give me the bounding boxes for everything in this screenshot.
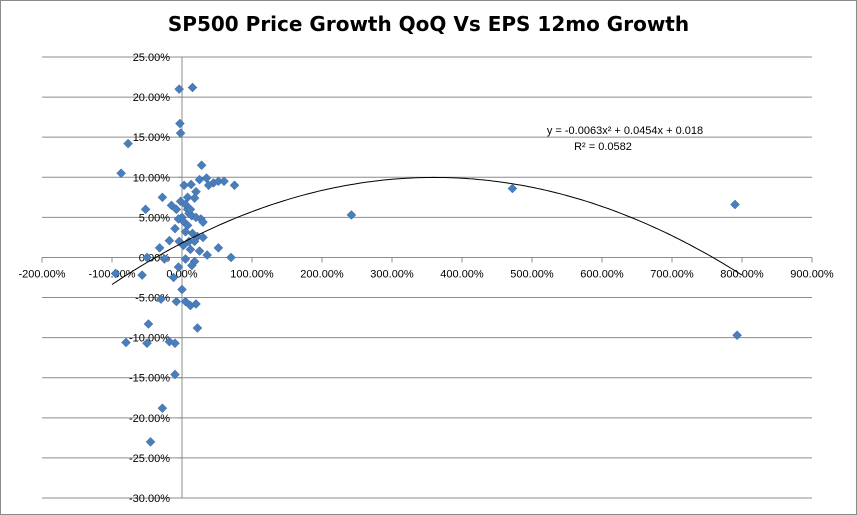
data-point <box>156 294 166 305</box>
x-tick-label: -200.00% <box>18 268 65 280</box>
y-tick-label: 10.00% <box>133 172 171 184</box>
data-point <box>229 180 240 191</box>
x-tick-label: 700.00% <box>650 268 694 280</box>
data-point <box>140 204 151 215</box>
data-point <box>194 174 205 185</box>
data-point <box>346 210 357 220</box>
data-point <box>191 212 201 223</box>
data-point <box>157 192 168 203</box>
data-point <box>203 180 214 191</box>
x-tick-label: 100.00% <box>230 268 274 280</box>
gridlines <box>42 56 812 499</box>
data-point <box>170 369 180 380</box>
x-tick-label: 500.00% <box>510 268 554 280</box>
data-point <box>168 272 179 283</box>
data-point <box>192 323 203 333</box>
data-point <box>186 179 196 190</box>
x-tick-label: 800.00% <box>720 268 764 280</box>
data-point <box>110 268 121 279</box>
x-tick-label: 400.00% <box>440 268 484 280</box>
data-point <box>185 204 196 215</box>
data-point <box>116 168 126 179</box>
y-tick-label: 20.00% <box>133 92 171 104</box>
x-tick-label: 200.00% <box>300 268 344 280</box>
data-point <box>180 226 191 237</box>
x-tick-label: 300.00% <box>370 268 414 280</box>
data-point <box>175 128 186 139</box>
data-point <box>171 296 182 307</box>
data-point <box>175 118 185 129</box>
data-point <box>121 337 131 348</box>
data-point <box>201 173 212 183</box>
data-point <box>219 176 229 187</box>
data-point <box>187 82 198 93</box>
data-point <box>198 232 208 243</box>
trendline-r-squared: R² = 0.0582 <box>574 141 632 153</box>
data-point <box>194 246 205 256</box>
trendline-equation: y = -0.0063x² + 0.0454x + 0.018 <box>547 125 703 137</box>
data-point <box>182 192 193 203</box>
data-point <box>123 138 133 149</box>
data-point <box>142 338 152 349</box>
data-point <box>164 235 175 246</box>
y-tick-label: 25.00% <box>133 52 171 64</box>
y-tick-label: -20.00% <box>129 413 170 425</box>
data-point <box>202 250 213 260</box>
data-point <box>173 262 184 272</box>
data-point <box>159 254 170 264</box>
y-tick-label: -10.00% <box>129 333 170 345</box>
data-points <box>110 82 742 447</box>
y-tick-label: 5.00% <box>139 212 170 224</box>
y-tick-label: 15.00% <box>133 132 171 144</box>
data-point <box>171 204 182 215</box>
data-point <box>198 217 208 228</box>
data-point <box>185 244 196 255</box>
x-tick-label: 900.00% <box>790 268 834 280</box>
data-point <box>154 242 165 253</box>
data-point <box>174 84 185 94</box>
axes <box>41 56 813 499</box>
data-point <box>189 236 200 247</box>
y-tick-label: -15.00% <box>129 373 170 385</box>
y-tick-label: -30.00% <box>129 493 170 505</box>
chart-title: SP500 Price Growth QoQ Vs EPS 12mo Growt… <box>167 12 690 36</box>
data-point <box>177 284 187 295</box>
data-point <box>137 270 147 280</box>
data-point <box>180 296 191 307</box>
data-point <box>730 199 740 210</box>
data-point <box>213 242 224 253</box>
data-point <box>157 403 168 414</box>
data-point <box>145 437 156 447</box>
data-point <box>226 252 236 263</box>
x-tick-label: 600.00% <box>580 268 624 280</box>
data-point <box>196 160 207 171</box>
data-point <box>170 223 180 234</box>
y-tick-label: -25.00% <box>129 453 170 465</box>
data-point <box>191 299 201 309</box>
x-tick-labels: -200.00%-100.00%0.00%100.00%200.00%300.0… <box>18 268 833 280</box>
data-point <box>180 254 191 264</box>
data-point <box>170 338 180 349</box>
data-point <box>186 260 197 271</box>
data-point <box>507 183 518 194</box>
trendline <box>111 176 743 285</box>
data-point <box>732 330 742 341</box>
data-point <box>143 319 154 329</box>
